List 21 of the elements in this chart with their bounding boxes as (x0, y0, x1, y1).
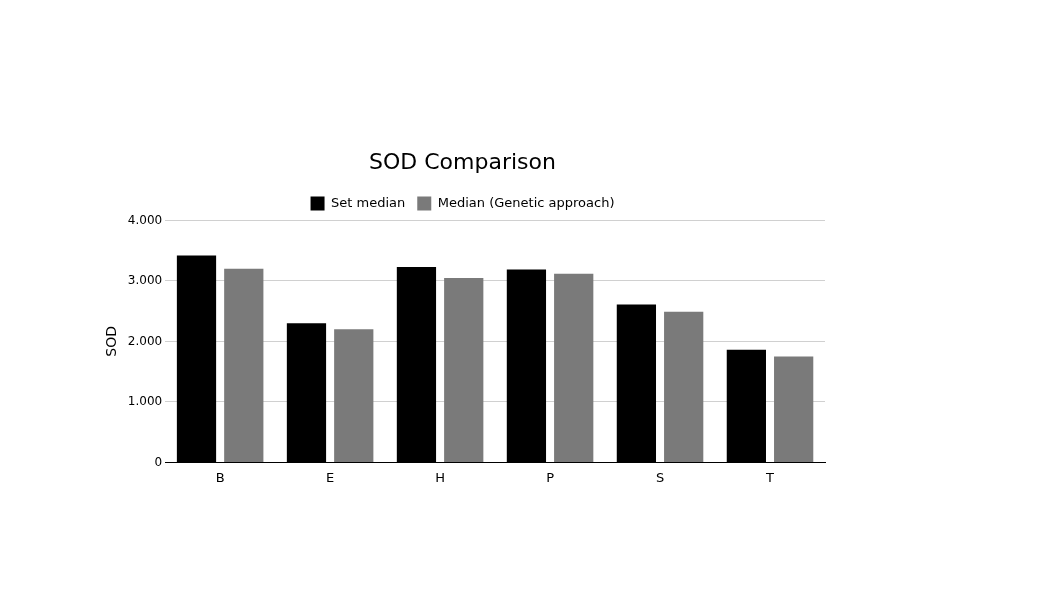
legend-label: Median (Genetic approach) (437, 194, 615, 210)
bar (224, 268, 264, 462)
bar (774, 356, 814, 462)
x-tick-label: T (765, 469, 775, 485)
y-tick-label: 2.000 (127, 333, 163, 348)
x-tick-label: E (326, 469, 335, 485)
x-tick-label: P (546, 469, 555, 485)
x-tick-label: S (655, 469, 665, 485)
bar (334, 329, 374, 462)
y-tick-label: 0 (154, 454, 163, 469)
bar (554, 273, 594, 462)
y-tick-label: 4.000 (127, 212, 163, 227)
x-tick-label: H (435, 469, 445, 485)
y-axis-title: SOD (103, 326, 120, 357)
legend-label: Set median (331, 194, 406, 210)
y-tick-label: 3.000 (127, 273, 163, 288)
y-tick-label: 1.000 (127, 394, 163, 409)
bar (444, 277, 484, 462)
bar (664, 311, 704, 462)
x-tick-label: B (215, 469, 225, 485)
chart-title: SOD Comparison (369, 148, 556, 174)
